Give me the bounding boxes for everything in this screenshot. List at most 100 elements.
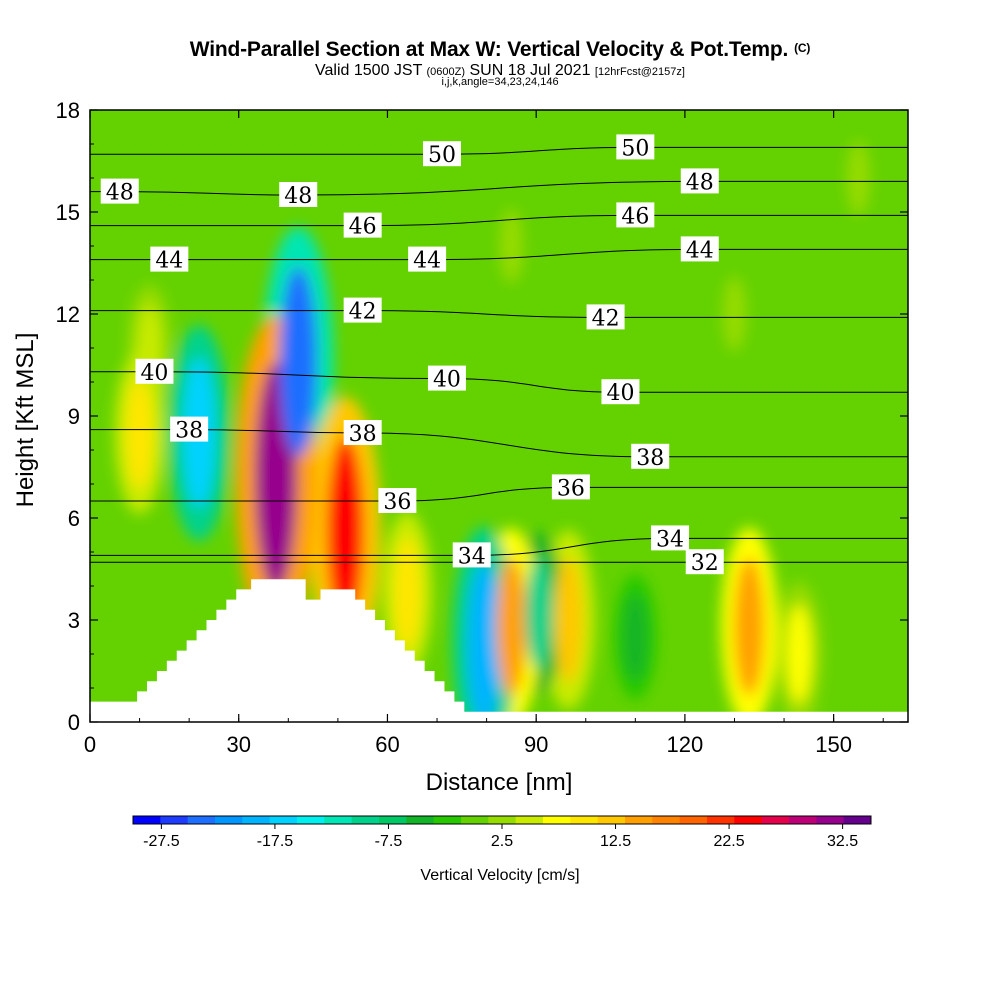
- theta-contour-line: [90, 486, 908, 502]
- contour-label-box: [601, 379, 640, 405]
- contour-label: 42: [586, 304, 625, 331]
- x-tick-label: 150: [815, 732, 852, 757]
- velocity-cell: [393, 536, 421, 649]
- x-tick-label: 30: [226, 732, 250, 757]
- contour-label-box: [651, 525, 690, 551]
- colorbar-tick-label: 22.5: [714, 833, 745, 850]
- contour-label-box: [343, 212, 382, 238]
- contour-label: 34: [651, 525, 690, 552]
- subtitle-date: SUN 18 Jul 2021: [469, 62, 591, 79]
- colorbar-swatch: [652, 816, 681, 824]
- chart-title-text: Wind-Parallel Section at Max W: Vertical…: [189, 38, 789, 61]
- theta-contour-line: [90, 429, 908, 458]
- colorbar-swatch: [515, 816, 544, 824]
- colorbar-swatch: [543, 816, 571, 824]
- velocity-cell: [326, 436, 365, 627]
- colorbar-swatch: [324, 816, 353, 824]
- colorbar-swatch: [379, 816, 407, 824]
- theta-contour-line: [90, 146, 908, 155]
- x-tick-label: 0: [84, 732, 96, 757]
- contour-label: 40: [135, 358, 174, 386]
- velocity-cell: [847, 141, 870, 215]
- subtitle-valid: Valid 1500 JST: [315, 62, 423, 79]
- contour-label-text: 38: [636, 446, 664, 471]
- chart-title: Wind-Parallel Section at Max W: Vertical…: [0, 38, 1000, 62]
- x-tick-label: 90: [524, 732, 548, 757]
- y-tick-label: 0: [68, 710, 80, 735]
- contour-label-text: 34: [458, 544, 486, 569]
- colorbar-tick-label: 2.5: [491, 833, 513, 850]
- contour-label-text: 40: [433, 368, 461, 393]
- colorbar-tick-label: 12.5: [600, 833, 631, 850]
- contour-label: 36: [378, 488, 417, 515]
- plot-area: 32 34 34 36 36 38 38 38 40 40 40 42 42 44 44 44 46 46 48 48…: [90, 110, 908, 722]
- contour-label-box: [100, 178, 139, 204]
- contour-label-box: [452, 542, 491, 568]
- subtitle-utc: (0600Z): [426, 66, 466, 78]
- contour-label-text: 44: [686, 238, 714, 263]
- contour-label-text: 48: [686, 170, 714, 195]
- contour-label-text: 42: [349, 300, 377, 325]
- colorbar-swatch: [215, 816, 243, 824]
- contour-label: 44: [680, 236, 719, 263]
- colorbar-swatch: [789, 816, 817, 824]
- potential-temperature-contours: [90, 146, 908, 563]
- contour-label-text: 38: [349, 422, 377, 447]
- contour-label-box: [551, 474, 590, 500]
- contour-label-text: 50: [621, 136, 649, 161]
- contour-label-text: 42: [592, 306, 620, 331]
- contour-label: 36: [551, 474, 590, 501]
- contour-label-box: [616, 202, 655, 228]
- contour-label: 38: [170, 416, 209, 444]
- colorbar-tick-label: 32.5: [827, 833, 858, 850]
- colorbar-swatch: [406, 816, 435, 824]
- colorbar-swatch: [597, 816, 626, 824]
- contour-label-box: [685, 549, 724, 575]
- velocity-cell: [734, 557, 765, 696]
- colorbar-tick-label: -27.5: [143, 833, 180, 850]
- colorbar-swatch: [570, 816, 599, 824]
- theta-contour-line: [90, 537, 908, 556]
- contour-label-text: 48: [284, 184, 312, 209]
- contour-label: 38: [631, 443, 670, 471]
- contour-label-box: [680, 236, 719, 262]
- contour-label-box: [427, 365, 466, 391]
- velocity-cell: [500, 209, 523, 283]
- contour-label-text: 36: [383, 490, 411, 515]
- terrain-profile: [90, 579, 908, 722]
- x-axis-ticks: 0 30 60 90 120 150: [84, 110, 884, 757]
- contour-label-box: [170, 416, 209, 442]
- contour-label-text: 32: [691, 551, 719, 576]
- colorbar-swatch: [351, 816, 380, 824]
- x-tick-label: 60: [375, 732, 399, 757]
- velocity-cell: [279, 266, 317, 457]
- velocity-cell: [467, 561, 502, 722]
- colorbar-swatch: [679, 816, 708, 824]
- contour-label: 40: [427, 365, 466, 393]
- contour-label-text: 36: [557, 476, 585, 501]
- contour-label-text: 50: [428, 143, 456, 168]
- contour-label-text: 46: [349, 215, 377, 240]
- contour-label-text: 40: [140, 361, 168, 386]
- contour-label-box: [616, 134, 655, 160]
- contour-label-box: [408, 246, 447, 272]
- colorbar-swatch: [160, 816, 189, 824]
- colorbar-swatch: [734, 816, 763, 824]
- contour-label-text: 38: [175, 419, 203, 444]
- colorbar-swatch: [816, 816, 845, 824]
- contour-label: 34: [452, 542, 491, 569]
- contour-label: 48: [279, 182, 318, 209]
- contour-label: 48: [100, 178, 139, 206]
- colorbar-swatch: [843, 816, 872, 824]
- chart-subtitle-indices: i,j,k,angle=34,23,24,146: [441, 76, 559, 88]
- contour-label-box: [150, 246, 189, 272]
- contour-label-box: [135, 358, 174, 384]
- contour-label-text: 44: [413, 249, 441, 274]
- y-tick-label: 6: [68, 506, 80, 531]
- contour-label: 50: [616, 134, 655, 161]
- y-axis-label: Height [Kft MSL]: [12, 333, 39, 508]
- contour-label: 44: [150, 246, 189, 274]
- contour-label-text: 34: [656, 527, 684, 552]
